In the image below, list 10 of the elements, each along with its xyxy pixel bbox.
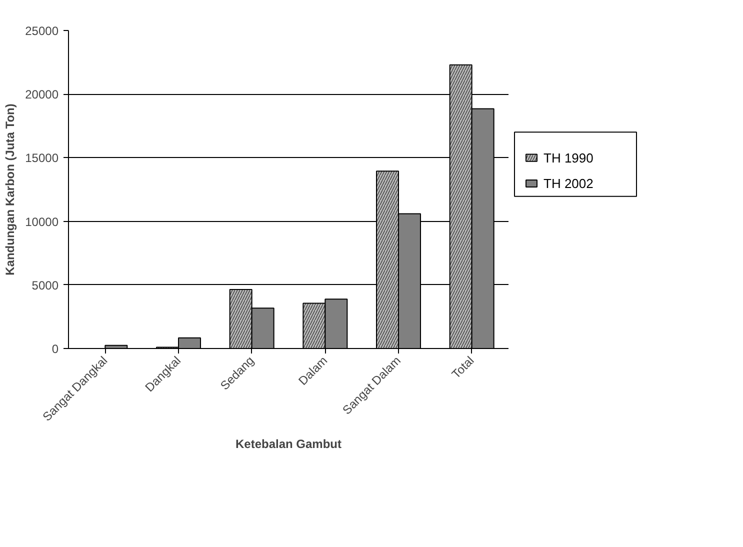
legend-label: TH 1990 [544, 150, 594, 166]
y-tick-label: 20000 [25, 88, 59, 102]
legend-label: TH 2002 [544, 176, 594, 191]
x-axis-title: Ketebalan Gambut [235, 436, 342, 451]
y-tick-label: 0 [52, 342, 59, 356]
y-tick-label: 5000 [32, 278, 59, 292]
y-tick-label: 10000 [25, 214, 59, 229]
y-axis-title: Kandungan Karbon (Juta Ton) [3, 104, 18, 276]
y-tick-label: 25000 [25, 24, 59, 38]
y-tick-label: 15000 [25, 151, 59, 166]
